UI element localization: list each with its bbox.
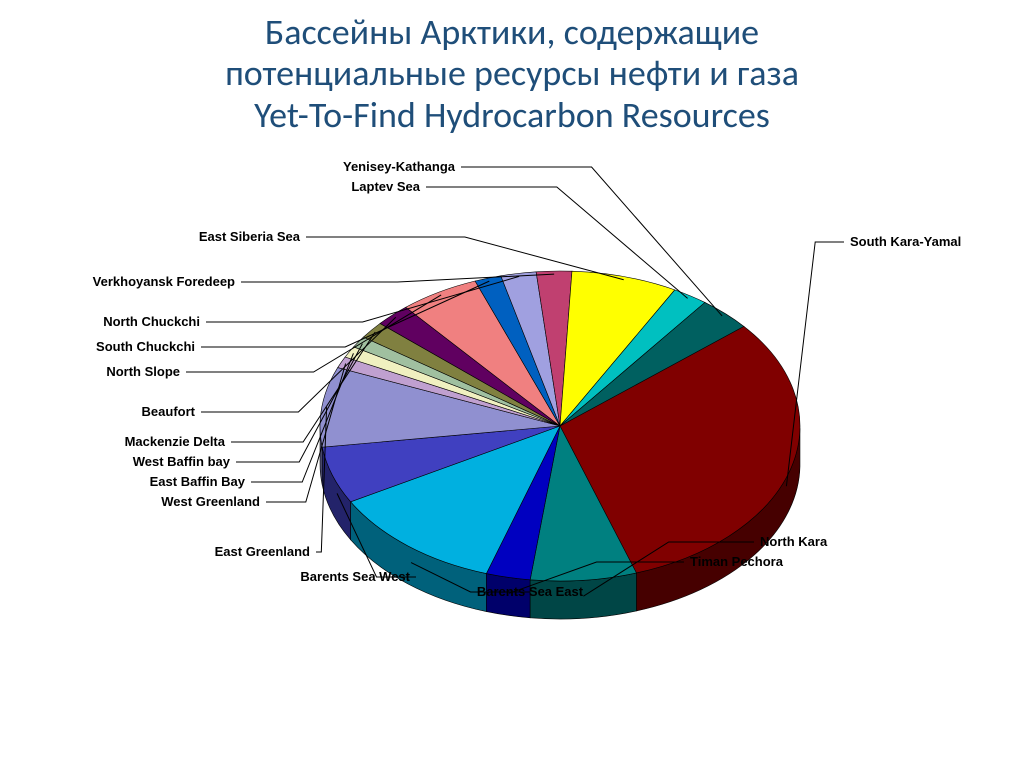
slice-label: Barents Sea West (300, 569, 410, 584)
slice-label: South Chuckchi (96, 339, 195, 354)
title-line-3: Yet-To-Find Hydrocarbon Resources (254, 93, 770, 137)
chart-title: Бассейны Арктики, содержащие потенциальн… (0, 0, 1024, 136)
slice-label: East Greenland (215, 544, 310, 559)
slice-label: Mackenzie Delta (125, 434, 226, 449)
slice-label: Barents Sea East (477, 584, 584, 599)
pie-chart: South Kara-Yamal North Kara Timan Pechora B… (0, 136, 1024, 736)
slice-label: East Siberia Sea (199, 229, 301, 244)
title-line-2: потенциальные ресурсы нефти и газа (225, 51, 799, 95)
slice-label: North Slope (106, 364, 180, 379)
slice-label: Yenisey-Kathanga (343, 159, 456, 174)
slice-label: Timan Pechora (690, 554, 784, 569)
slice-label: North Kara (760, 534, 828, 549)
slice-label: Verkhoyansk Foredeep (93, 274, 235, 289)
slice-label: Beaufort (142, 404, 196, 419)
slice-label: North Chuckchi (103, 314, 200, 329)
slice-label: East Baffin Bay (150, 474, 246, 489)
slice-label: Laptev Sea (351, 179, 420, 194)
slice-label: West Greenland (161, 494, 260, 509)
slice-label: South Kara-Yamal (850, 234, 961, 249)
slice-label: West Baffin bay (133, 454, 231, 469)
title-line-1: Бассейны Арктики, содержащие (265, 10, 759, 54)
pie-svg: South Kara-Yamal North Kara Timan Pechora B… (0, 136, 1024, 736)
